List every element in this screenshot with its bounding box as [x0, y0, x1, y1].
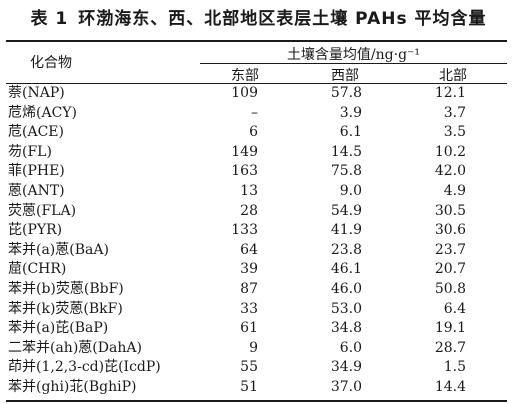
value-east: 109 — [231, 85, 258, 101]
table-row: 苯并(b)荧蒽(BbF) 87 46.0 50.8 — [0, 280, 513, 300]
table-row: 苯并(k)荧蒽(BkF) 33 53.0 6.4 — [0, 300, 513, 320]
value-east: 6 — [249, 124, 258, 141]
table-row: 苯并(a)芘(BaP) 61 34.8 19.1 — [0, 319, 513, 339]
compound-name: 苊烯(ACY) — [8, 104, 77, 121]
value-north: 3.5 — [443, 124, 466, 141]
value-east: – — [251, 104, 258, 121]
value-east: 149 — [231, 143, 258, 160]
value-east: 13 — [240, 182, 258, 199]
value-west: 6.1 — [339, 124, 362, 141]
compound-column-header: 化合物 — [30, 55, 72, 71]
value-north: 1.5 — [443, 359, 466, 376]
table-row: 芘(PYR) 133 41.9 30.6 — [0, 221, 513, 241]
value-north: 10.2 — [434, 143, 466, 160]
top-rule — [6, 40, 507, 42]
table-caption: 环渤海东、西、北部地区表层土壤 PAHs 平均含量 — [78, 9, 487, 29]
table-row: 蒽(ANT) 13 9.0 4.9 — [0, 182, 513, 202]
value-east: 61 — [240, 320, 258, 337]
value-west: 37.0 — [330, 378, 362, 395]
table-row: 萘(NAP) 109 57.8 12.1 — [0, 84, 513, 104]
value-north: 3.7 — [443, 104, 466, 121]
value-north: 6.4 — [443, 300, 466, 317]
region-header-west: 西部 — [331, 68, 359, 84]
compound-name: 萘(NAP) — [8, 85, 65, 101]
value-north: 50.8 — [434, 280, 466, 297]
compound-name: 苯并(a)芘(BaP) — [8, 320, 109, 337]
value-east: 28 — [240, 202, 258, 219]
bottom-rule — [6, 400, 507, 402]
value-west: 54.9 — [330, 202, 362, 219]
value-east: 55 — [240, 359, 258, 376]
table-row: 苯并(a)蒽(BaA) 64 23.8 23.7 — [0, 241, 513, 261]
value-west: 34.9 — [330, 359, 362, 376]
value-east: 39 — [240, 261, 258, 278]
value-west: 9.0 — [339, 182, 362, 199]
header-rule — [6, 83, 507, 84]
table-body: 萘(NAP) 109 57.8 12.1 苊烯(ACY) – 3.9 3.7 苊(ACE) 6 6.… — [0, 84, 513, 398]
table-row: 菲(PHE) 163 75.8 42.0 — [0, 162, 513, 182]
table-row: 荧蒽(FLA) 28 54.9 30.5 — [0, 202, 513, 222]
value-west: 6.0 — [339, 339, 362, 356]
value-north: 14.4 — [434, 378, 466, 395]
value-north: 42.0 — [434, 163, 466, 180]
table-row: 二苯并(ah)蒽(DahA) 9 6.0 28.7 — [0, 339, 513, 359]
value-north: 20.7 — [434, 261, 466, 278]
value-west: 53.0 — [330, 300, 362, 317]
compound-name: 苯并(ghi)苝(BghiP) — [8, 378, 137, 395]
sub-header-rule — [200, 63, 507, 64]
table-title: 表 1 环渤海东、西、北部地区表层土壤 PAHs 平均含量 — [0, 4, 513, 29]
compound-name: 苊(ACE) — [8, 124, 64, 141]
value-east: 33 — [240, 300, 258, 317]
value-west: 41.9 — [330, 222, 362, 239]
table-row: 芴(FL) 149 14.5 10.2 — [0, 143, 513, 163]
value-west: 14.5 — [330, 143, 362, 160]
region-header-north: 北部 — [439, 68, 467, 84]
value-west: 57.8 — [330, 85, 362, 101]
table-row: 苊烯(ACY) – 3.9 3.7 — [0, 104, 513, 124]
table-row: 茚并(1,2,3-cd)芘(IcdP) 55 34.9 1.5 — [0, 358, 513, 378]
value-north: 30.5 — [434, 202, 466, 219]
compound-name: 芘(PYR) — [8, 222, 63, 239]
value-east: 133 — [231, 222, 258, 239]
value-north: 19.1 — [434, 320, 466, 337]
value-north: 4.9 — [443, 182, 466, 199]
compound-name: 蒽(ANT) — [8, 182, 65, 199]
value-west: 3.9 — [339, 104, 362, 121]
value-east: 163 — [231, 163, 258, 180]
value-east: 64 — [240, 241, 258, 258]
compound-name: 䓛(CHR) — [8, 261, 67, 278]
value-west: 34.8 — [330, 320, 362, 337]
value-north: 28.7 — [434, 339, 466, 356]
region-header-east: 东部 — [231, 68, 259, 84]
compound-name: 芴(FL) — [8, 143, 52, 160]
value-west: 46.1 — [330, 261, 362, 278]
value-east: 9 — [249, 339, 258, 356]
compound-name: 苯并(a)蒽(BaA) — [8, 241, 109, 258]
compound-name: 菲(PHE) — [8, 163, 65, 180]
value-west: 23.8 — [330, 241, 362, 258]
compound-name: 荧蒽(FLA) — [8, 202, 77, 219]
value-west: 46.0 — [330, 280, 362, 297]
value-east: 87 — [240, 280, 258, 297]
compound-name: 二苯并(ah)蒽(DahA) — [8, 339, 142, 356]
value-north: 12.1 — [434, 85, 466, 101]
value-north: 23.7 — [434, 241, 466, 258]
table-row: 䓛(CHR) 39 46.1 20.7 — [0, 260, 513, 280]
soil-content-header: 土壤含量均值/ng·g⁻¹ — [286, 47, 421, 63]
table-label: 表 1 — [30, 9, 69, 29]
table-row: 苯并(ghi)苝(BghiP) 51 37.0 14.4 — [0, 378, 513, 398]
table-row: 苊(ACE) 6 6.1 3.5 — [0, 123, 513, 143]
value-west: 75.8 — [330, 163, 362, 180]
compound-name: 苯并(k)荧蒽(BkF) — [8, 300, 123, 317]
value-east: 51 — [240, 378, 258, 395]
compound-name: 苯并(b)荧蒽(BbF) — [8, 280, 124, 297]
compound-name: 茚并(1,2,3-cd)芘(IcdP) — [8, 359, 161, 376]
value-north: 30.6 — [434, 222, 466, 239]
